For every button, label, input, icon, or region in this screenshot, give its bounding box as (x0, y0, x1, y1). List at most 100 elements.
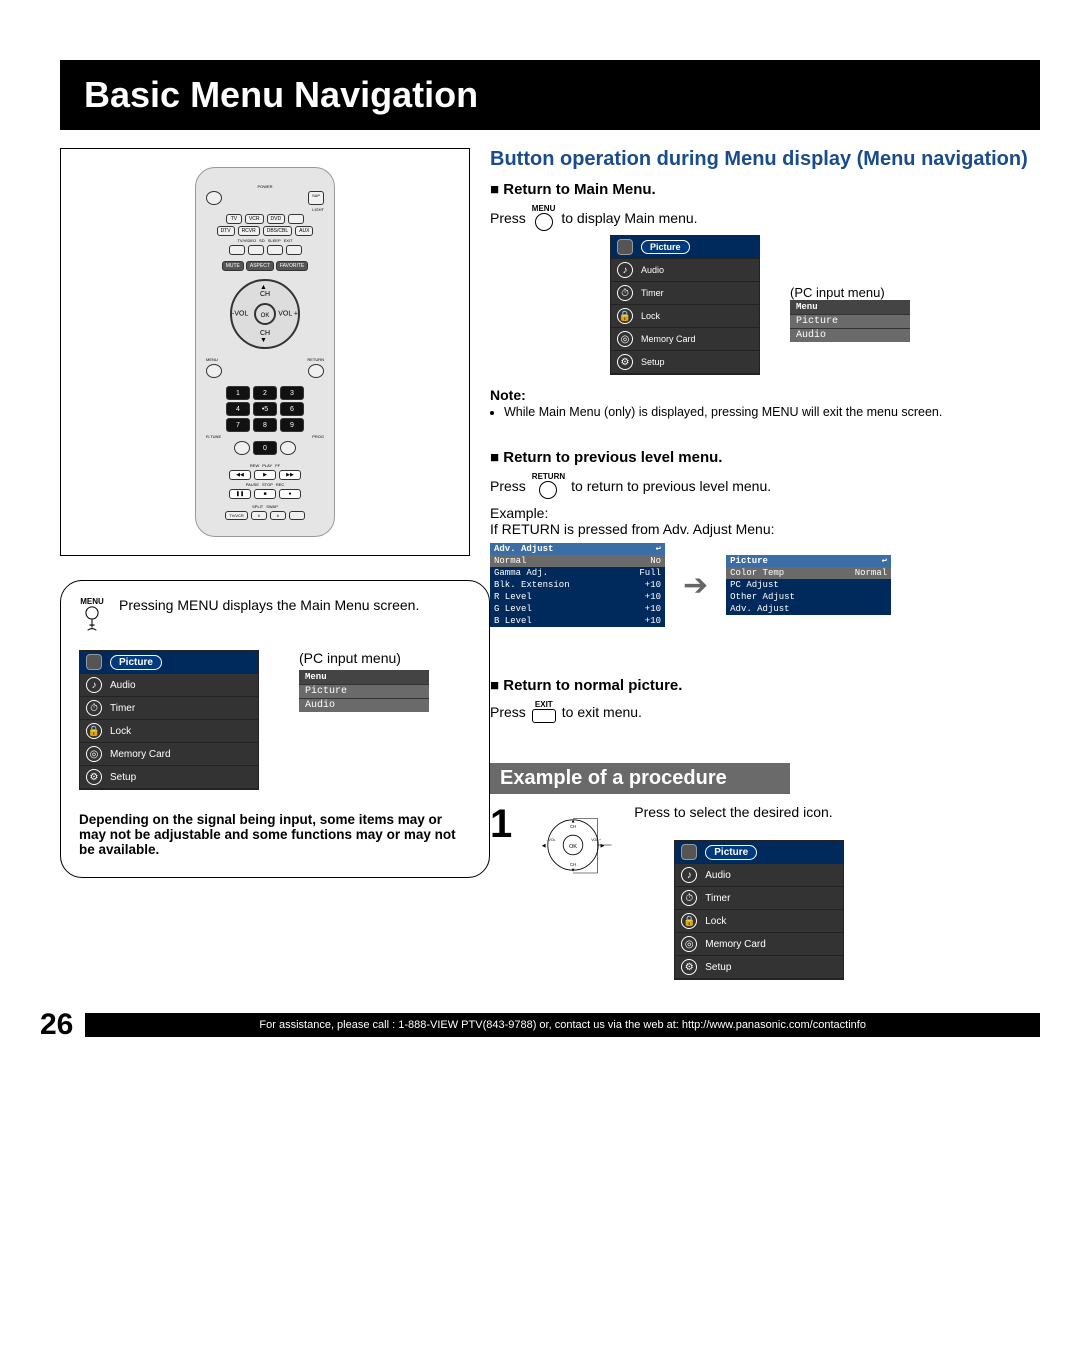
sect-return-main: Return to Main Menu. (490, 181, 1040, 198)
pc-input-label-right: (PC input menu) (790, 285, 910, 300)
after-text-3: to exit menu. (562, 704, 642, 720)
menu-btn-label: MENU (532, 204, 556, 213)
dpad-diagram: OK ▲ CH ▼ CH ◀ - VOL ▶ VOL + (528, 810, 618, 880)
ch-down[interactable]: CH▼ (260, 330, 270, 344)
audio-icon: ♪ (617, 262, 633, 278)
play-button[interactable]: ▶ (254, 470, 276, 480)
dtv-key[interactable]: DTV (217, 226, 235, 236)
light-label: LIGHT (312, 207, 324, 212)
num-7[interactable]: 7 (226, 418, 250, 432)
svg-text:CH: CH (570, 862, 576, 867)
osd-main-menu-right: Picture ♪Audio ⏱Timer 🔒Lock ◎Memory Card… (610, 235, 760, 375)
timer-icon: ⏱ (617, 285, 633, 301)
lock-icon: 🔒 (681, 913, 697, 929)
svg-text:- VOL: - VOL (547, 838, 556, 842)
prog-key[interactable] (280, 441, 296, 455)
lock-icon: 🔒 (86, 723, 102, 739)
aux-key[interactable]: AUX (295, 226, 313, 236)
tvvideo-key[interactable] (229, 245, 245, 255)
rtune-key[interactable] (234, 441, 250, 455)
timer-icon: ⏱ (681, 890, 697, 906)
dpad[interactable]: OK ▲CH CH▼ -VOL VOL + (230, 279, 300, 349)
after-text-1: to display Main menu. (561, 210, 697, 226)
dvdvcr2-key[interactable]: ∧ (270, 511, 286, 520)
exit-button-icon (532, 709, 556, 723)
rcvr-key[interactable]: RCVR (238, 226, 260, 236)
menu-label: MENU (206, 357, 218, 362)
exit-key[interactable] (286, 245, 302, 255)
setup-icon: ⚙ (681, 959, 697, 975)
svg-text:OK: OK (569, 844, 577, 850)
sd-label: SD (259, 238, 265, 243)
vol-up[interactable]: VOL + (278, 311, 298, 318)
num-1[interactable]: 1 (226, 386, 250, 400)
page-title: Basic Menu Navigation (60, 60, 1040, 130)
return-label: RETURN (307, 357, 324, 362)
tvvideo-label: TV/VIDEO (237, 238, 256, 243)
return-button-icon (539, 481, 557, 499)
dvd-key[interactable]: DVD (267, 214, 286, 224)
audio-icon: ♪ (681, 867, 697, 883)
vcr-key[interactable]: VCR (245, 214, 264, 224)
num-3[interactable]: 3 (280, 386, 304, 400)
num-2[interactable]: 2 (253, 386, 277, 400)
sap-button[interactable]: SAP (308, 191, 324, 205)
menu-tiny-label: MENU (79, 597, 105, 606)
memory-icon: ◎ (681, 936, 697, 952)
power-button[interactable] (206, 191, 222, 205)
pc-input-label-left: (PC input menu) (299, 650, 429, 666)
stop-button[interactable]: ■ (254, 489, 276, 499)
press-text-1: Press (490, 210, 526, 226)
dvdvcr-key[interactable]: ∨ (251, 511, 267, 520)
ff-button[interactable]: ▶▶ (279, 470, 301, 480)
favorite-key[interactable]: FAVORITE (276, 261, 308, 271)
openclose-key[interactable] (289, 511, 305, 520)
picture-icon (681, 844, 697, 860)
tvvcr-key[interactable]: TV/VCR (225, 511, 248, 520)
press-hand-icon (79, 606, 105, 632)
num-0[interactable]: 0 (253, 441, 277, 455)
sd-key[interactable] (248, 245, 264, 255)
rec-button[interactable]: ● (279, 489, 301, 499)
pause-button[interactable]: ❚❚ (229, 489, 251, 499)
pc-menu-audio: Audio (299, 698, 429, 712)
mute-key[interactable]: MUTE (222, 261, 244, 271)
sleep-label: SLEEP (268, 238, 281, 243)
vol-down[interactable]: -VOL (232, 311, 248, 318)
ok-button[interactable]: OK (254, 303, 276, 325)
menu-button[interactable] (206, 364, 222, 378)
num-6[interactable]: 6 (280, 402, 304, 416)
num-9[interactable]: 9 (280, 418, 304, 432)
num-4[interactable]: 4 (226, 402, 250, 416)
sleep-key[interactable] (267, 245, 283, 255)
osd-item-memory: Memory Card (110, 749, 171, 760)
aspect-key[interactable]: ASPECT (246, 261, 274, 271)
svg-text:CH: CH (570, 824, 576, 829)
exit-btn-label: EXIT (535, 700, 553, 709)
return-button[interactable] (308, 364, 324, 378)
sect-return-prev: Return to previous level menu. (490, 449, 1040, 466)
osd-item-audio: Audio (110, 680, 136, 691)
note-title: Note: (490, 387, 1040, 403)
ch-up[interactable]: ▲CH (260, 284, 270, 298)
main-menu-explanation: MENU Pressing MENU displays the Main Men… (60, 580, 490, 878)
rew-button[interactable]: ◀◀ (229, 470, 251, 480)
osd-item-picture: Picture (110, 655, 162, 670)
adv-adjust-table: Adv. Adjust↩ NormalNo Gamma Adj.Full Blk… (490, 543, 665, 627)
dbs-key[interactable]: DBS/CBL (263, 226, 292, 236)
setup-icon: ⚙ (617, 354, 633, 370)
pc-menu-title: Menu (299, 670, 429, 684)
example-label: Example: (490, 505, 1040, 521)
prog-label: PROG (312, 434, 324, 439)
light-key[interactable] (288, 214, 304, 224)
audio-icon: ♪ (86, 677, 102, 693)
num-5[interactable]: •5 (253, 402, 277, 416)
picture-menu-table: Picture↩ Color TempNormal PC Adjust Othe… (726, 555, 891, 615)
timer-icon: ⏱ (86, 700, 102, 716)
pc-menu-picture: Picture (299, 684, 429, 698)
press-text-2: Press (490, 478, 526, 494)
return-btn-label: RETURN (532, 472, 565, 481)
tv-key[interactable]: TV (226, 214, 242, 224)
power-label: POWER (257, 184, 272, 189)
num-8[interactable]: 8 (253, 418, 277, 432)
